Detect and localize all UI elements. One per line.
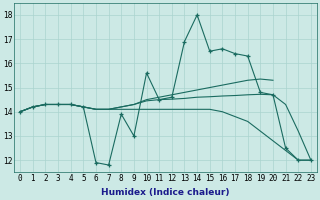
X-axis label: Humidex (Indice chaleur): Humidex (Indice chaleur) <box>101 188 230 197</box>
